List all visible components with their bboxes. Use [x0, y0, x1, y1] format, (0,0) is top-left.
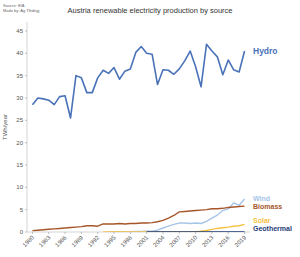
x-tick [48, 232, 49, 234]
x-tick [114, 232, 115, 234]
x-tick-label: 1986 [54, 234, 68, 248]
x-tick-label: 1998 [119, 234, 133, 248]
x-tick [195, 232, 196, 234]
y-tick-label: 0 [20, 229, 24, 235]
series-line [103, 224, 244, 232]
x-tick [228, 232, 229, 234]
x-tick-label: 1992 [87, 234, 101, 248]
y-tick-label: 35 [16, 73, 23, 79]
y-tick [25, 209, 27, 210]
y-tick-label: 15 [16, 162, 23, 168]
y-tick-label: 10 [16, 184, 23, 190]
chart: Austria renewable electricity production… [0, 0, 300, 257]
y-tick [25, 53, 27, 54]
y-tick [25, 187, 27, 188]
x-tick-label: 2001 [136, 234, 150, 248]
x-tick [65, 232, 66, 234]
y-tick [25, 97, 27, 98]
x-tick-label: 1980 [21, 234, 35, 248]
x-tick-label: 2019 [234, 234, 248, 248]
x-tick-label: 2016 [217, 234, 231, 248]
y-tick [25, 120, 27, 121]
y-tick [25, 164, 27, 165]
x-tick [130, 232, 131, 234]
x-tick-label: 2013 [201, 234, 215, 248]
title: Austria renewable electricity production… [67, 6, 232, 15]
y-tick-label: 20 [16, 140, 23, 146]
x-tick [244, 232, 245, 234]
y-label: TWh/year [2, 114, 8, 140]
x-tick [32, 232, 33, 234]
y-tick [25, 30, 27, 31]
x-tick [97, 232, 98, 234]
plot-area [32, 44, 244, 232]
series-line [32, 206, 244, 231]
series-label: Hydro [253, 46, 278, 56]
x-tick [179, 232, 180, 234]
series-label: Solar [253, 217, 271, 224]
x-tick-label: 1995 [103, 234, 117, 248]
series-label: Biomass [253, 203, 282, 210]
y-tick [25, 142, 27, 143]
x-tick-label: 2010 [185, 234, 199, 248]
y-tick-label: 40 [16, 50, 23, 56]
series-line [32, 44, 244, 118]
x-tick-label: 1989 [70, 234, 84, 248]
x-tick [211, 232, 212, 234]
x-tick-label: 1983 [38, 234, 52, 248]
x-tick [162, 232, 163, 234]
y-tick [25, 232, 27, 233]
x-tick-label: 2004 [152, 234, 166, 248]
series-line [147, 231, 245, 232]
x-tick-label: 2007 [168, 234, 182, 248]
x-tick [146, 232, 147, 234]
y-tick-label: 30 [16, 95, 23, 101]
y-tick-label: 45 [16, 28, 23, 34]
y-tick-label: 5 [20, 207, 24, 213]
x-tick [81, 232, 82, 234]
y-tick-label: 25 [16, 117, 23, 123]
series-label: Wind [253, 195, 270, 202]
y-tick [25, 75, 27, 76]
series-label: Geothermal [253, 225, 292, 232]
credit: Made by: Ag Tlhdirgj [3, 8, 40, 13]
